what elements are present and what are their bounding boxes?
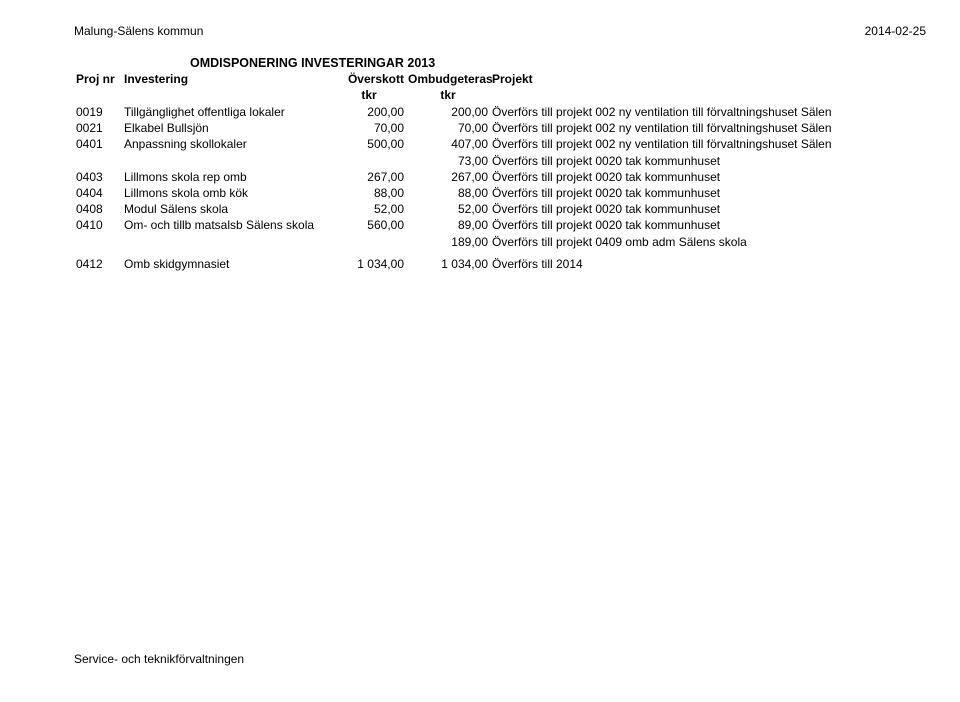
cell-ombudgeteras: 200,00 — [406, 104, 490, 120]
cell-overskott: 200,00 — [332, 104, 406, 120]
cell-projekt: Överförs till projekt 0020 tak kommunhus… — [490, 185, 926, 201]
cell-investering — [122, 234, 332, 250]
cell-investering — [122, 153, 332, 169]
table-row: 0410Om- och tillb matsalsb Sälens skola5… — [74, 217, 926, 233]
cell-proj — [74, 234, 122, 250]
col-projekt: Projekt — [490, 72, 926, 88]
cell-overskott: 560,00 — [332, 217, 406, 233]
cell-projekt: Överförs till projekt 0020 tak kommunhus… — [490, 201, 926, 217]
page: Malung-Sälens kommun 2014-02-25 OMDISPON… — [0, 0, 960, 702]
cell-ombudgeteras: 70,00 — [406, 120, 490, 136]
cell-proj: 0412 — [74, 256, 122, 272]
org-name: Malung-Sälens kommun — [74, 24, 203, 38]
cell-overskott — [332, 153, 406, 169]
table-row: 0019Tillgänglighet offentliga lokaler200… — [74, 104, 926, 120]
cell-investering: Lillmons skola omb kök — [122, 185, 332, 201]
cell-proj: 0404 — [74, 185, 122, 201]
cell-ombudgeteras: 52,00 — [406, 201, 490, 217]
table-row: 189,00Överförs till projekt 0409 omb adm… — [74, 234, 926, 250]
cell-projekt: Överförs till projekt 0020 tak kommunhus… — [490, 217, 926, 233]
cell-overskott: 1 034,00 — [332, 256, 406, 272]
doc-date: 2014-02-25 — [865, 24, 926, 38]
cell-investering: Elkabel Bullsjön — [122, 120, 332, 136]
cell-overskott: 52,00 — [332, 201, 406, 217]
cell-ombudgeteras: 1 034,00 — [406, 256, 490, 272]
cell-ombudgeteras: 189,00 — [406, 234, 490, 250]
cell-ombudgeteras: 267,00 — [406, 169, 490, 185]
cell-overskott: 88,00 — [332, 185, 406, 201]
cell-investering: Lillmons skola rep omb — [122, 169, 332, 185]
cell-proj: 0410 — [74, 217, 122, 233]
table-row: 0412Omb skidgymnasiet1 034,001 034,00Öve… — [74, 256, 926, 272]
cell-proj: 0401 — [74, 136, 122, 152]
table-row: 0021Elkabel Bullsjön70,0070,00Överförs t… — [74, 120, 926, 136]
col-proj: Proj nr — [74, 72, 122, 88]
cell-proj — [74, 153, 122, 169]
unit-overskott: tkr — [332, 88, 406, 104]
cell-proj: 0019 — [74, 104, 122, 120]
cell-investering: Om- och tillb matsalsb Sälens skola — [122, 217, 332, 233]
cell-projekt: Överförs till 2014 — [490, 256, 926, 272]
table-subheader-row: tkr tkr — [74, 88, 926, 104]
cell-overskott: 267,00 — [332, 169, 406, 185]
cell-projekt: Överförs till projekt 002 ny ventilation… — [490, 136, 926, 152]
cell-projekt: Överförs till projekt 002 ny ventilation… — [490, 104, 926, 120]
cell-ombudgeteras: 89,00 — [406, 217, 490, 233]
cell-investering: Modul Sälens skola — [122, 201, 332, 217]
cell-ombudgeteras: 407,00 — [406, 136, 490, 152]
header-row: Malung-Sälens kommun 2014-02-25 — [74, 24, 926, 38]
table-row: 0401Anpassning skollokaler500,00407,00Öv… — [74, 136, 926, 152]
cell-proj: 0021 — [74, 120, 122, 136]
doc-title: OMDISPONERING INVESTERINGAR 2013 — [190, 56, 926, 70]
cell-proj: 0403 — [74, 169, 122, 185]
col-inv: Investering — [122, 72, 332, 88]
col-overskott: Överskott — [332, 72, 406, 88]
cell-ombudgeteras: 88,00 — [406, 185, 490, 201]
table-header-row: Proj nr Investering Överskott Ombudgeter… — [74, 72, 926, 88]
cell-overskott: 70,00 — [332, 120, 406, 136]
cell-overskott: 500,00 — [332, 136, 406, 152]
unit-ombudgeteras: tkr — [406, 88, 490, 104]
cell-overskott — [332, 234, 406, 250]
table-row: 73,00Överförs till projekt 0020 tak komm… — [74, 153, 926, 169]
footer-text: Service- och teknikförvaltningen — [74, 652, 244, 666]
cell-proj: 0408 — [74, 201, 122, 217]
cell-projekt: Överförs till projekt 0020 tak kommunhus… — [490, 153, 926, 169]
cell-investering: Anpassning skollokaler — [122, 136, 332, 152]
cell-projekt: Överförs till projekt 002 ny ventilation… — [490, 120, 926, 136]
cell-investering: Omb skidgymnasiet — [122, 256, 332, 272]
table-row: 0403Lillmons skola rep omb267,00267,00Öv… — [74, 169, 926, 185]
cell-projekt: Överförs till projekt 0409 omb adm Sälen… — [490, 234, 926, 250]
cell-ombudgeteras: 73,00 — [406, 153, 490, 169]
col-ombudgeteras: Ombudgeteras — [406, 72, 490, 88]
cell-projekt: Överförs till projekt 0020 tak kommunhus… — [490, 169, 926, 185]
cell-investering: Tillgänglighet offentliga lokaler — [122, 104, 332, 120]
table-row: 0408Modul Sälens skola52,0052,00Överförs… — [74, 201, 926, 217]
investments-table: Proj nr Investering Överskott Ombudgeter… — [74, 72, 926, 272]
table-row: 0404Lillmons skola omb kök88,0088,00Över… — [74, 185, 926, 201]
